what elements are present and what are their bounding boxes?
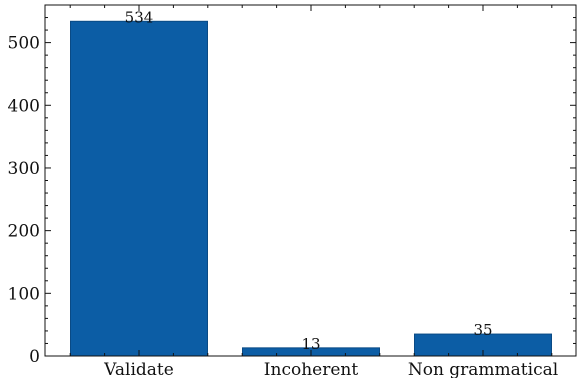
y-tick-label-200: 200 <box>8 222 40 242</box>
x-tick-label-non-grammatical: Non grammatical <box>408 360 558 378</box>
bar-validate <box>70 20 208 357</box>
data-label-non-grammatical: 35 <box>473 321 492 339</box>
bars-group <box>70 20 552 357</box>
data-label-incoherent: 13 <box>301 335 320 353</box>
y-tick-label-400: 400 <box>8 96 40 116</box>
labels-group: 534 Validate 13 Incoherent 35 Non grammatical… <box>8 8 559 378</box>
x-tick-label-incoherent: Incoherent <box>264 360 359 378</box>
plot-frame <box>44 4 577 357</box>
x-tick-label-validate: Validate <box>103 360 174 378</box>
y-tick-label-100: 100 <box>8 284 40 304</box>
y-tick-label-300: 300 <box>8 159 40 179</box>
y-tick-label-500: 500 <box>8 34 40 54</box>
y-tick-label-0: 0 <box>29 347 40 367</box>
data-label-validate: 534 <box>125 8 154 26</box>
